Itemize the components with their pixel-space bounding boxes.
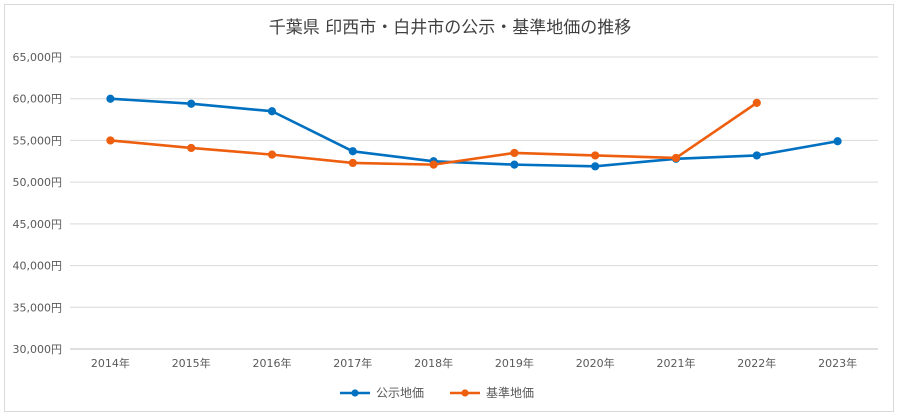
data-point bbox=[752, 151, 761, 160]
y-tick-label: 55,000円 bbox=[13, 134, 63, 147]
chart-frame bbox=[4, 4, 894, 412]
x-tick-label: 2017年 bbox=[333, 356, 372, 370]
data-point bbox=[267, 150, 277, 159]
legend-label: 公示地価 bbox=[376, 386, 424, 400]
data-point bbox=[752, 98, 761, 107]
x-tick-label: 2021年 bbox=[657, 356, 696, 370]
x-tick-label: 2020年 bbox=[576, 356, 615, 370]
data-point bbox=[348, 158, 357, 168]
series-2 bbox=[106, 98, 761, 169]
data-point bbox=[671, 153, 681, 163]
y-tick-label: 35,000円 bbox=[13, 301, 63, 314]
x-tick-label: 2014年 bbox=[91, 356, 130, 370]
data-point bbox=[833, 137, 842, 146]
y-tick-label: 45,000円 bbox=[13, 218, 63, 231]
y-tick-label: 40,000円 bbox=[13, 260, 63, 273]
gridlines bbox=[70, 56, 878, 350]
data-point bbox=[187, 143, 196, 153]
series-line bbox=[109, 97, 839, 168]
data-point bbox=[348, 147, 357, 156]
x-tick-label: 2022年 bbox=[737, 356, 776, 370]
y-tick-label: 60,000円 bbox=[13, 93, 63, 106]
data-point bbox=[106, 136, 115, 145]
y-axis: 30,000円 35,000円 40,000円 45,000円 50,000円 55,00… bbox=[13, 51, 63, 356]
data-point bbox=[591, 162, 600, 171]
y-tick-label: 50,000円 bbox=[13, 176, 63, 189]
y-tick-label: 30,000円 bbox=[13, 343, 63, 356]
data-point bbox=[591, 151, 600, 160]
x-axis: 2014年 2015年 2016年 2017年 2018年 2019年 2020年 2021年… bbox=[91, 356, 857, 370]
x-tick-label: 2018年 bbox=[414, 356, 453, 370]
series-layer bbox=[106, 94, 842, 171]
x-tick-label: 2015年 bbox=[172, 356, 211, 370]
data-point bbox=[106, 94, 115, 103]
data-point bbox=[187, 99, 196, 108]
series-line bbox=[109, 101, 759, 166]
legend-item-2: 基準地価 bbox=[450, 385, 534, 400]
legend-label: 基準地価 bbox=[486, 385, 534, 400]
x-tick-label: 2019年 bbox=[495, 356, 534, 370]
data-point bbox=[267, 107, 277, 116]
x-tick-label: 2023年 bbox=[818, 356, 857, 370]
data-point bbox=[510, 148, 519, 158]
data-point bbox=[429, 160, 438, 169]
legend-marker bbox=[461, 389, 469, 397]
legend: 公示地価 基準地価 bbox=[340, 385, 534, 400]
x-tick-label: 2016年 bbox=[253, 356, 292, 370]
legend-marker bbox=[351, 389, 359, 397]
chart-title: 千葉県 印西市・白井市の公示・基準地価の推移 bbox=[269, 18, 631, 38]
y-tick-label: 65,000円 bbox=[13, 51, 63, 64]
data-point bbox=[510, 160, 519, 169]
series-1 bbox=[106, 94, 842, 171]
legend-item-1: 公示地価 bbox=[340, 386, 424, 400]
